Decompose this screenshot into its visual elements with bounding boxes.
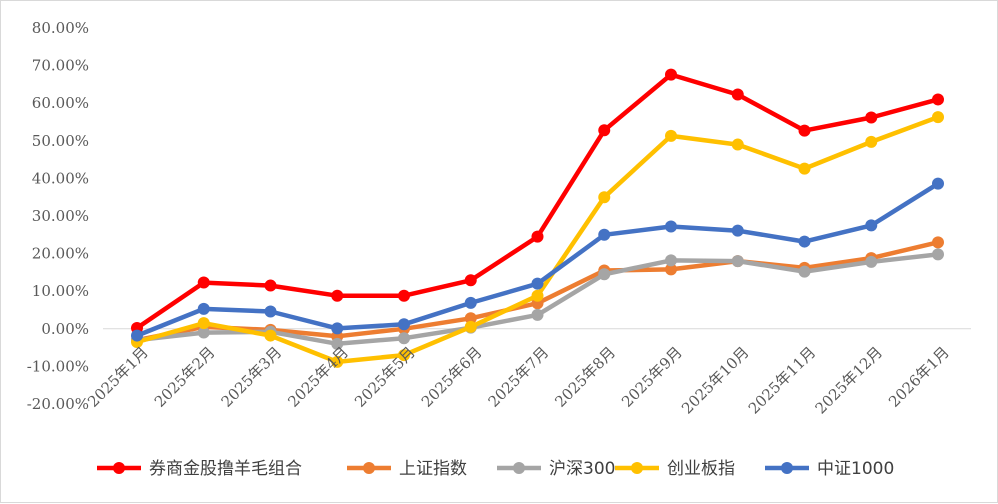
legend-label: 券商金股撸羊毛组合 <box>149 459 302 479</box>
data-point <box>531 277 544 290</box>
y-tick-label: 30.00% <box>32 207 89 225</box>
data-point <box>932 93 944 106</box>
data-point <box>598 191 611 204</box>
data-point <box>598 228 611 241</box>
data-point <box>464 274 477 287</box>
data-point <box>197 326 210 339</box>
data-point <box>331 322 344 335</box>
data-point <box>598 268 611 281</box>
data-point <box>264 279 277 292</box>
x-tick-label: 2025年11月 <box>745 343 819 417</box>
data-point <box>531 230 544 243</box>
x-tick-label: 2025年9月 <box>618 343 686 411</box>
data-point <box>598 124 611 137</box>
data-point <box>464 320 477 333</box>
y-tick-label: 50.00% <box>32 132 89 150</box>
data-point <box>331 289 344 302</box>
y-tick-label: 70.00% <box>32 57 89 75</box>
data-point <box>398 318 410 331</box>
legend-item: 上证指数 <box>347 459 467 479</box>
legend-swatch-marker <box>113 462 125 474</box>
data-point <box>932 248 944 261</box>
x-tick-label: 2025年2月 <box>151 343 219 411</box>
data-point <box>131 329 143 342</box>
legend: 券商金股撸羊毛组合 上证指数 沪深300 创业板指 中证1000 <box>97 459 894 479</box>
y-tick-label: 40.00% <box>32 169 89 187</box>
data-point <box>665 220 677 233</box>
legend-item: 券商金股撸羊毛组合 <box>97 459 302 479</box>
data-point <box>531 289 544 302</box>
data-point <box>398 289 410 302</box>
data-point <box>731 224 744 237</box>
data-point <box>932 236 944 249</box>
legend-item: 中证1000 <box>765 459 894 479</box>
legend-swatch-marker <box>513 462 525 474</box>
data-point <box>264 305 277 318</box>
y-tick-label: 10.00% <box>32 282 89 300</box>
series-4 <box>131 177 944 342</box>
data-point <box>398 349 410 362</box>
y-tick-label: -20.00% <box>27 395 89 413</box>
data-point <box>464 312 477 325</box>
legend-label: 上证指数 <box>399 459 467 479</box>
data-point <box>865 255 878 268</box>
x-tick-label: 2025年8月 <box>551 343 619 411</box>
x-tick-label: 2025年5月 <box>351 343 419 411</box>
legend-item: 创业板指 <box>615 459 735 479</box>
data-point <box>798 265 811 278</box>
data-point <box>665 254 677 267</box>
y-tick-label: 60.00% <box>32 94 89 112</box>
x-tick-label: 2026年1月 <box>885 343 953 411</box>
x-tick-labels: 2025年1月 2025年2月 2025年3月 2025年4月 2025年5月 2025年… <box>84 343 953 417</box>
legend-label: 沪深300 <box>549 459 615 479</box>
y-tick-label: 20.00% <box>32 245 89 263</box>
x-tick-label: 2025年7月 <box>485 343 553 411</box>
x-tick-label: 2025年10月 <box>678 343 752 417</box>
data-point <box>798 124 811 137</box>
data-point <box>865 219 878 232</box>
legend-label: 中证1000 <box>817 459 894 479</box>
legend-swatch-marker <box>631 462 643 474</box>
data-point <box>932 111 944 124</box>
data-point <box>264 329 277 342</box>
data-point <box>331 355 344 368</box>
data-point <box>932 177 944 190</box>
x-tick-label: 2025年1月 <box>84 343 152 411</box>
data-point <box>665 263 677 276</box>
legend-item: 沪深300 <box>497 459 615 479</box>
legend-swatch-marker <box>363 462 375 474</box>
data-point <box>731 255 744 268</box>
series-layer <box>131 68 944 368</box>
y-tick-label: 80.00% <box>32 19 89 37</box>
legend-swatch-marker <box>781 462 793 474</box>
data-point <box>798 235 811 248</box>
series-3 <box>131 111 944 368</box>
data-point <box>665 129 677 142</box>
data-point <box>865 135 878 148</box>
data-point <box>331 337 344 350</box>
data-point <box>197 302 210 315</box>
x-tick-label: 2025年12月 <box>812 343 886 417</box>
y-tick-label: -10.00% <box>27 357 89 375</box>
data-point <box>665 68 677 81</box>
x-tick-label: 2025年6月 <box>418 343 486 411</box>
axis-layer: 80.00% 70.00% 60.00% 50.00% 40.00% 30.00% 20.0… <box>27 19 971 413</box>
data-point <box>865 111 878 124</box>
data-point <box>197 276 210 289</box>
y-tick-label: 0.00% <box>41 320 89 338</box>
data-point <box>398 332 410 345</box>
legend-label: 创业板指 <box>667 459 735 479</box>
data-point <box>531 308 544 321</box>
data-point <box>798 162 811 175</box>
data-point <box>197 317 210 330</box>
data-point <box>731 138 744 151</box>
data-point <box>464 296 477 309</box>
x-tick-label: 2025年3月 <box>218 343 286 411</box>
series-0 <box>131 68 944 335</box>
data-point <box>731 88 744 101</box>
